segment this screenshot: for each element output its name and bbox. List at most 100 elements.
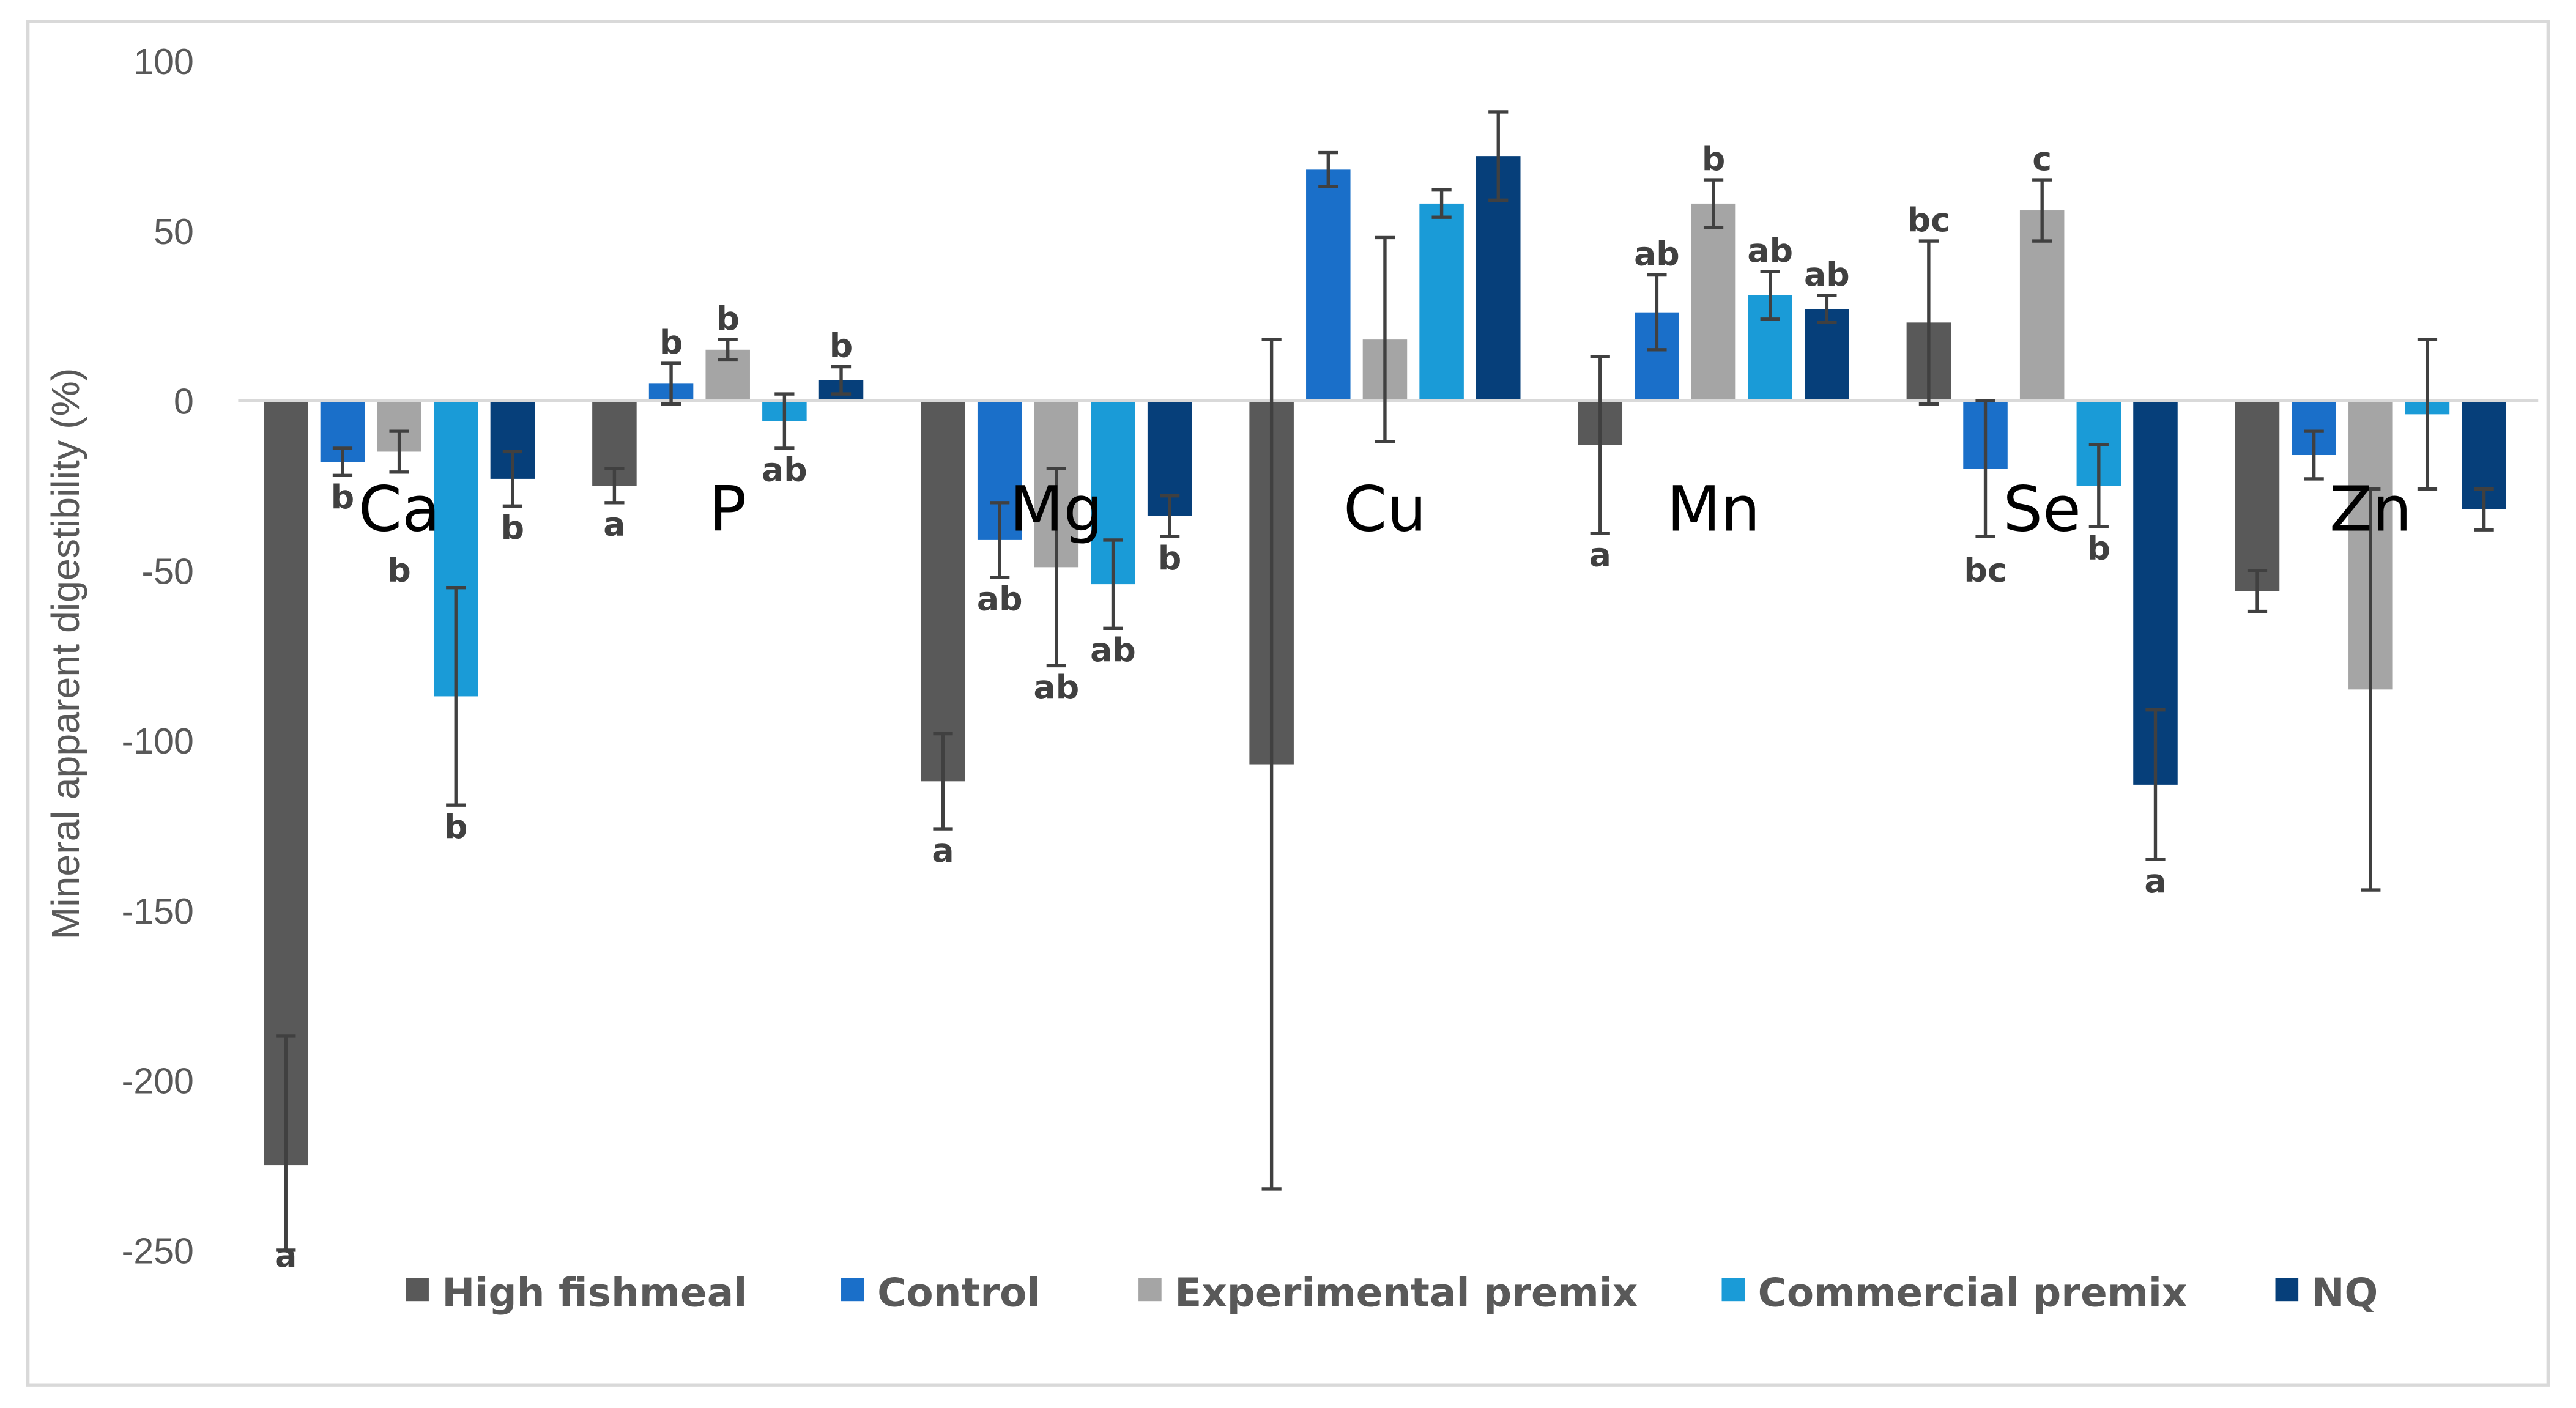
significance-letter: a — [603, 505, 625, 543]
error-bar — [1975, 399, 1995, 539]
error-bar — [718, 338, 738, 362]
error-bar — [1703, 178, 1724, 229]
error-bar — [2088, 443, 2109, 528]
significance-letter: a — [1589, 535, 1611, 574]
legend-swatch — [841, 1278, 864, 1302]
significance-letter: b — [716, 299, 739, 338]
significance-letter: ab — [1033, 668, 1079, 706]
error-bar — [446, 585, 466, 807]
y-tick-label: -100 — [122, 721, 194, 761]
legend-swatch — [1721, 1278, 1745, 1302]
category-label-se: Se — [2003, 473, 2081, 546]
error-bar — [1103, 538, 1123, 631]
y-tick-label: -150 — [122, 891, 194, 932]
significance-letter: ab — [1634, 234, 1680, 273]
category-labels: Ca P Mg Cu Mn Se Zn — [358, 473, 2412, 546]
y-tick-label: -50 — [142, 551, 194, 591]
significance-letter: a — [275, 1236, 297, 1275]
significance-letter: b — [387, 550, 410, 589]
bar-high-fishmeal-zn — [2235, 401, 2280, 591]
y-tick-label: -200 — [122, 1061, 194, 1102]
category-label-mg: Mg — [1009, 473, 1103, 546]
error-bar — [1318, 150, 1338, 188]
significance-letter: b — [1158, 539, 1181, 577]
significance-letter: b — [331, 478, 354, 516]
error-bar — [1046, 467, 1066, 668]
legend-label: Control — [877, 1270, 1040, 1316]
significance-letter: ab — [1090, 631, 1136, 669]
error-bar — [2304, 429, 2324, 481]
significance-letter: ab — [1747, 231, 1793, 270]
significance-letter: bc — [1964, 550, 2006, 589]
bar-nq-mn — [1805, 309, 1849, 401]
category-label-p: P — [709, 473, 747, 546]
category-label-zn: Zn — [2329, 473, 2412, 546]
error-bar — [2417, 338, 2438, 491]
error-bar — [661, 361, 681, 406]
error-bar — [831, 365, 852, 396]
error-bar — [1431, 188, 1452, 219]
error-bar — [1160, 494, 1180, 539]
significance-letter: a — [932, 831, 954, 870]
legend-swatch — [1138, 1278, 1162, 1302]
y-tick-label: 50 — [154, 212, 194, 252]
error-bar — [2247, 569, 2268, 613]
significance-letter: c — [2032, 139, 2052, 178]
legend-item: Commercial premix — [1721, 1270, 2188, 1316]
error-bar — [1375, 235, 1395, 443]
error-bar — [1590, 355, 1610, 535]
error-bar — [276, 1034, 296, 1252]
significance-letter: a — [2144, 862, 2166, 900]
y-tick-label: 0 — [174, 382, 194, 422]
error-bar — [1918, 239, 1939, 406]
category-label-cu: Cu — [1343, 473, 1427, 546]
bar-high-fishmeal-mg — [921, 401, 965, 782]
bar-experimental-premix-mn — [1691, 203, 1736, 401]
error-bar — [2474, 487, 2494, 532]
error-bar — [2145, 708, 2166, 861]
significance-letter: ab — [762, 451, 807, 489]
legend-label: NQ — [2312, 1270, 2378, 1316]
significance-letter: ab — [977, 580, 1023, 618]
error-bar — [1760, 270, 1780, 321]
y-tick-label: 100 — [133, 42, 194, 82]
legend-label: Experimental premix — [1175, 1270, 1638, 1316]
legend-item: Experimental premix — [1138, 1270, 1638, 1316]
error-bar — [1817, 294, 1837, 325]
error-bar — [2361, 487, 2381, 892]
significance-letter: b — [444, 807, 467, 846]
error-bar — [933, 732, 953, 831]
significance-letter: b — [1702, 139, 1725, 178]
error-bar — [389, 429, 409, 474]
error-bar — [332, 446, 353, 478]
significance-letter: b — [830, 326, 853, 365]
category-label-ca: Ca — [358, 473, 440, 546]
significance-letter: bc — [1907, 201, 1950, 239]
bar-control-cu — [1306, 169, 1351, 401]
y-tick-label: -250 — [122, 1231, 194, 1271]
error-bar — [502, 450, 523, 508]
significance-letter: b — [659, 323, 683, 361]
category-label-mn: Mn — [1667, 473, 1761, 546]
significance-letter: b — [501, 508, 524, 547]
error-bar — [1647, 273, 1667, 352]
bar-commercial-premix-cu — [1419, 203, 1464, 401]
legend-item: Control — [841, 1270, 1040, 1316]
legend-label: High fishmeal — [442, 1270, 747, 1316]
error-bar — [774, 392, 795, 450]
legend-swatch — [2275, 1278, 2299, 1302]
legend-label: Commercial premix — [1758, 1270, 2188, 1316]
error-bar — [2032, 178, 2052, 243]
legend-item: NQ — [2275, 1270, 2378, 1316]
y-axis-label: Mineral apparent digestibility (%) — [43, 368, 87, 940]
legend-item: High fishmeal — [406, 1270, 747, 1316]
error-bar — [1488, 110, 1509, 202]
legend-swatch — [406, 1278, 429, 1302]
y-axis-ticks: 100 50 0 -50 -100 -150 -200 -250 — [122, 42, 194, 1271]
significance-letter: ab — [1804, 255, 1850, 294]
legend: High fishmeal Control Experimental premix C… — [406, 1270, 2378, 1316]
error-bar — [990, 501, 1010, 579]
significance-letter: b — [2087, 528, 2110, 567]
